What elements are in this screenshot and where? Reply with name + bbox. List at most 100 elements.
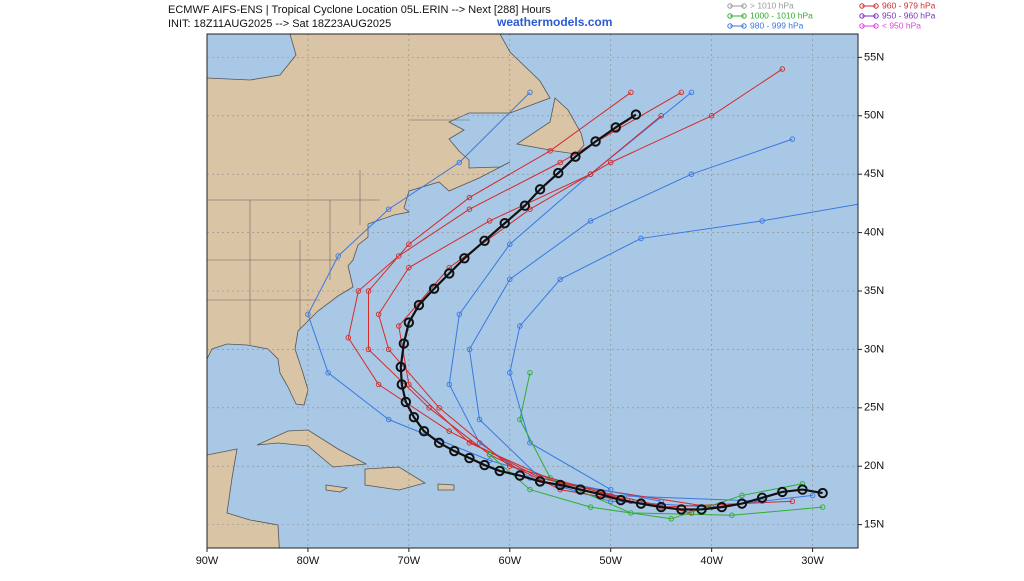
track-point: [739, 492, 745, 499]
track-point: [570, 151, 581, 162]
init-line: INIT: 18Z11AUG2025 --> Sat 18Z23AUG2025: [168, 18, 391, 30]
track-point: [676, 504, 687, 515]
track-point: [708, 113, 715, 119]
legend-swatch: [727, 23, 733, 29]
jamaica: [325, 484, 349, 493]
track-line: [347, 91, 692, 514]
legend-swatch: [727, 3, 733, 9]
track-point: [459, 253, 470, 264]
central-america: [207, 448, 280, 548]
track-point: [688, 171, 695, 177]
legend-label: 1000 - 1010 hPa: [750, 10, 813, 20]
track-point: [375, 311, 382, 318]
track-point: [557, 486, 564, 493]
track-point: [406, 264, 412, 271]
ticks: 90W 80W 70W 60W 50W 40W 30W 15N 20N 25N 30N 35N 40N 4…: [196, 51, 885, 567]
track-point: [507, 463, 513, 469]
track-point: [426, 405, 432, 411]
track-point: [400, 396, 412, 408]
legend-swatch: [741, 23, 747, 29]
track-point: [385, 416, 392, 423]
land: [207, 34, 585, 548]
track-point: [817, 487, 828, 499]
track-point: [456, 159, 463, 166]
track-point: [607, 486, 614, 493]
track-line: [489, 454, 803, 520]
track-point: [406, 241, 412, 248]
puerto-rico: [437, 483, 455, 491]
track-point: [587, 171, 594, 177]
track-point: [527, 89, 533, 96]
site-name: weathermodels.com: [496, 15, 612, 29]
track-point: [408, 411, 420, 423]
legend-swatch: [873, 3, 879, 9]
legend-label: < 950 hPa: [882, 20, 921, 30]
track-point: [403, 317, 415, 328]
track-point: [553, 167, 564, 179]
y-tick-label: 50N: [864, 110, 884, 122]
track-point: [494, 465, 505, 477]
track-point: [607, 159, 614, 166]
track-point: [630, 109, 642, 120]
track-point: [590, 136, 601, 147]
y-tick-label: 20N: [864, 460, 884, 472]
track-point: [628, 89, 634, 96]
y-tick-label: 35N: [864, 285, 884, 297]
legend-swatch: [873, 13, 879, 19]
track-point: [413, 299, 425, 311]
legend-swatch: [859, 23, 865, 29]
track-point: [635, 498, 647, 509]
track-point: [688, 89, 695, 96]
track-point: [861, 201, 866, 206]
track-point: [464, 452, 475, 464]
track-point: [396, 379, 407, 390]
legend-swatch: [873, 23, 879, 29]
track-line: [519, 372, 823, 516]
track-point: [777, 486, 788, 498]
title: ECMWF AIFS-ENS | Tropical Cyclone Locati…: [168, 4, 551, 16]
track-point: [433, 437, 445, 449]
track-point: [355, 288, 362, 294]
track-point: [756, 492, 768, 503]
track-point: [658, 113, 664, 119]
x-tick-label: 90W: [196, 555, 219, 567]
x-tick-label: 80W: [297, 555, 320, 567]
track-point: [789, 498, 796, 505]
track-point: [789, 136, 796, 142]
legend-swatch: [859, 3, 865, 9]
x-tick-label: 50W: [599, 555, 622, 567]
legend-label: 960 - 979 hPa: [882, 0, 936, 10]
legend-label: 980 - 999 hPa: [750, 20, 804, 30]
x-tick-label: 30W: [801, 555, 824, 567]
track-point: [759, 218, 765, 224]
track-point: [385, 206, 392, 212]
track-line: [398, 68, 783, 508]
track-point: [797, 484, 808, 495]
track-point: [507, 241, 513, 248]
track-point: [716, 501, 727, 513]
track-point: [428, 283, 440, 294]
hispaniola: [364, 466, 426, 491]
track-point: [499, 218, 510, 229]
track-point: [398, 338, 410, 349]
track-line: [468, 138, 793, 502]
track-point: [779, 66, 786, 72]
track-point: [486, 457, 493, 464]
tracks: [305, 66, 866, 522]
track-point: [365, 346, 372, 353]
track-point: [575, 484, 586, 495]
legend-swatch: [741, 13, 747, 19]
track-point: [519, 200, 531, 211]
track-point: [466, 194, 473, 201]
track-point: [325, 370, 331, 376]
track-point: [385, 346, 392, 353]
legend-swatch: [727, 13, 733, 19]
track-point: [615, 494, 627, 506]
track-point: [395, 361, 406, 373]
track-point: [476, 416, 483, 423]
track-point: [446, 428, 452, 434]
track-point: [555, 479, 566, 491]
track-point: [305, 311, 311, 318]
track-point: [466, 206, 473, 212]
